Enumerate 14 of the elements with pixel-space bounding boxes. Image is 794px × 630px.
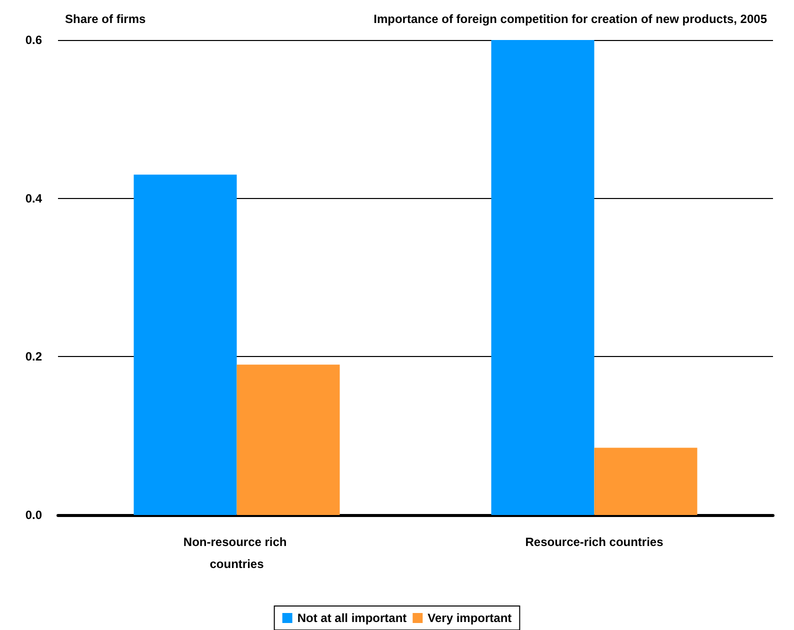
legend-label: Very important bbox=[428, 611, 512, 625]
legend-label: Not at all important bbox=[297, 611, 407, 625]
y-axis-title: Share of firms bbox=[65, 12, 146, 26]
y-tick-label: 0.2 bbox=[25, 350, 42, 364]
bar bbox=[491, 40, 594, 515]
y-tick-label: 0.4 bbox=[25, 191, 42, 206]
y-tick-label: 0.6 bbox=[25, 33, 42, 47]
x-tick-label: Resource-rich countries bbox=[525, 535, 664, 549]
y-tick-label: 0.0 bbox=[25, 508, 42, 522]
chart-title: Importance of foreign competition for creation of new products, 2005 bbox=[374, 12, 768, 26]
bar bbox=[236, 364, 340, 515]
x-tick-label: Non-resource rich countries bbox=[183, 535, 290, 571]
bar bbox=[134, 174, 237, 515]
bar bbox=[594, 448, 698, 515]
